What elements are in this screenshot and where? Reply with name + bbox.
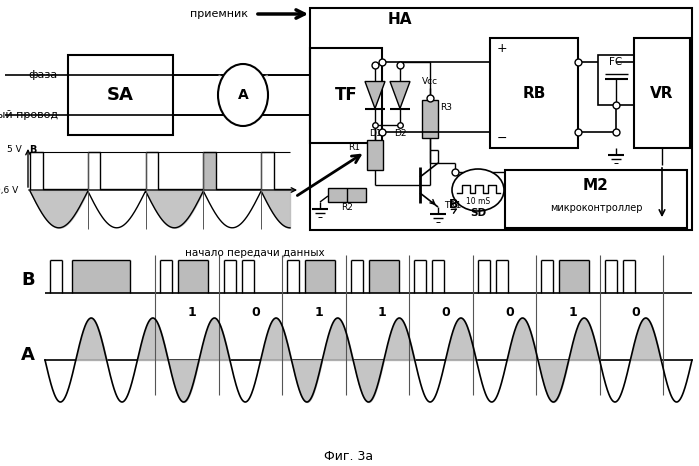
Text: фаза: фаза — [29, 70, 58, 80]
Bar — [68, 55, 173, 135]
Text: R3: R3 — [440, 103, 452, 112]
Ellipse shape — [218, 64, 268, 126]
Bar — [367, 140, 383, 170]
Bar — [422, 100, 438, 138]
Text: TR1: TR1 — [444, 200, 461, 210]
Ellipse shape — [452, 169, 504, 211]
Text: B: B — [449, 198, 458, 211]
Text: A: A — [21, 346, 35, 364]
Text: M2: M2 — [583, 178, 609, 192]
Text: 1: 1 — [315, 307, 323, 320]
Text: D2: D2 — [394, 129, 406, 137]
Bar — [305, 260, 335, 293]
Bar — [178, 260, 208, 293]
Bar — [368, 260, 398, 293]
Text: начало передачи данных: начало передачи данных — [185, 248, 324, 258]
Bar — [505, 170, 687, 228]
Text: R1: R1 — [348, 144, 360, 152]
Text: D1: D1 — [368, 129, 382, 137]
Text: FC: FC — [610, 57, 623, 67]
Bar — [328, 188, 366, 202]
Text: 1: 1 — [378, 307, 387, 320]
Bar — [559, 260, 589, 293]
Text: HA: HA — [388, 13, 412, 27]
Polygon shape — [390, 82, 410, 109]
Text: 0: 0 — [251, 307, 259, 320]
Text: нейтральный провод: нейтральный провод — [0, 110, 58, 120]
Text: 0: 0 — [441, 307, 450, 320]
Text: 5 V: 5 V — [7, 145, 22, 155]
Text: VR: VR — [650, 85, 674, 101]
Text: приемник: приемник — [190, 9, 248, 19]
Text: B: B — [21, 271, 35, 289]
Text: 10 mS: 10 mS — [466, 197, 490, 206]
Bar — [634, 38, 690, 148]
Bar — [203, 152, 216, 189]
Bar — [490, 38, 578, 148]
Text: 0: 0 — [505, 307, 514, 320]
Bar — [310, 8, 692, 230]
Text: +: + — [497, 41, 507, 55]
Text: 1: 1 — [568, 307, 577, 320]
Text: B: B — [29, 145, 36, 155]
Text: Vcc: Vcc — [422, 77, 438, 87]
Text: 1: 1 — [187, 307, 196, 320]
Bar — [598, 55, 634, 105]
Polygon shape — [365, 82, 385, 109]
Bar — [310, 48, 382, 143]
Text: R2: R2 — [341, 203, 353, 212]
Text: 0: 0 — [632, 307, 640, 320]
Text: 0,6 V: 0,6 V — [0, 185, 18, 194]
Text: SA: SA — [106, 86, 134, 104]
Text: RB: RB — [522, 85, 546, 101]
Text: SD: SD — [470, 208, 486, 218]
Text: Фиг. 3a: Фиг. 3a — [324, 450, 373, 462]
Text: микроконтроллер: микроконтроллер — [549, 203, 642, 213]
Text: TF: TF — [335, 86, 357, 104]
Text: A: A — [238, 88, 248, 102]
Bar — [72, 260, 130, 293]
Text: −: − — [497, 131, 507, 144]
